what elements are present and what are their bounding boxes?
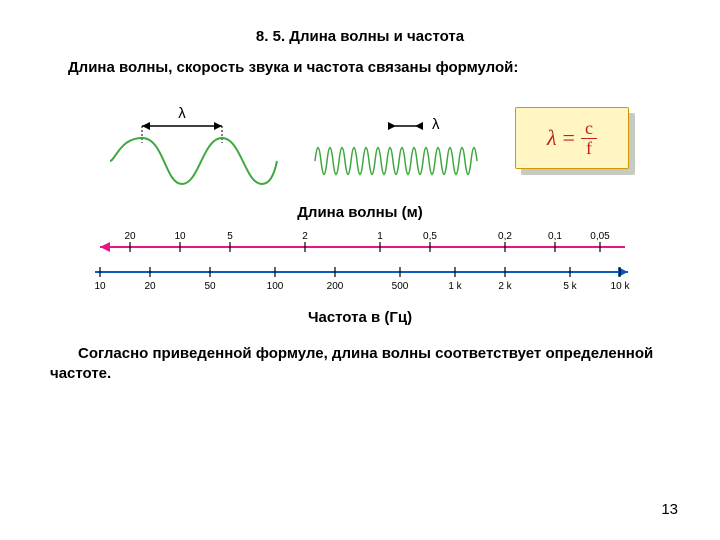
tick-label: 1 k [448,281,462,292]
dual-axis: 20 10 5 2 1 0,5 0,2 0,1 0,05 10 20 50 100 200 500 1 k 2… [80,227,640,297]
tick-label: 0,05 [590,231,610,242]
sine-low [110,136,202,186]
tick-label: 10 k [611,281,631,292]
tick-label: 10 [94,281,106,292]
tick-label: 5 k [563,281,577,292]
high-freq-wave: λ [310,96,485,186]
figure-row: λ λ λ = [50,96,670,186]
sine-curve-high [315,148,477,175]
lambda-marker-high: λ [388,116,440,133]
wavelength-axis-title: Длина волны (м) [50,204,670,221]
wavelength-ticks: 20 10 5 2 1 0,5 0,2 0,1 0,05 [124,231,610,252]
tick-label: 20 [124,231,136,242]
tick-label: 20 [144,281,156,292]
tick-label: 50 [204,281,216,292]
lambda-marker-low: λ [142,105,222,143]
sine-curve-low [110,138,277,184]
frequency-axis-title: Частота в (Гц) [50,309,670,326]
tick-label: 10 [174,231,186,242]
frequency-ticks: 10 20 50 100 200 500 1 k 2 k 5 k 10 k [94,267,630,292]
formula-denominator: f [582,139,596,158]
tick-label: 2 [302,231,308,242]
formula-lhs: λ [547,125,557,151]
tick-label: 100 [267,281,284,292]
lambda-label-high: λ [432,116,440,133]
tick-label: 200 [327,281,344,292]
intro-text: Длина волны, скорость звука и частота св… [50,59,670,76]
tick-label: 0,1 [548,231,562,242]
lambda-label-low: λ [178,105,186,122]
section-title: 8. 5. Длина волны и частота [50,28,670,45]
formula-eq: = [563,125,575,151]
tick-label: 5 [227,231,233,242]
tick-label: 1 [377,231,383,242]
arrow-right-icon [214,122,222,130]
page-number: 13 [661,501,678,518]
formula-box: λ = c f [515,107,635,175]
arrow-left-icon [142,122,150,130]
tick-label: 2 k [498,281,512,292]
formula-numerator: c [581,119,597,139]
body-paragraph: Согласно приведенной формуле, длина волн… [50,344,670,385]
tick-label: 500 [392,281,409,292]
arrow-right-icon [415,122,423,130]
formula-expression: λ = c f [547,119,597,158]
arrow-left-icon [100,242,110,252]
arrow-left-icon [388,122,396,130]
tick-label: 0,2 [498,231,512,242]
formula-content: λ = c f [515,107,629,169]
formula-fraction: c f [581,119,597,158]
low-freq-wave: λ [105,96,280,186]
tick-label: 0,5 [423,231,437,242]
body-paragraph-text: Согласно приведенной формуле, длина волн… [50,344,670,385]
page-root: 8. 5. Длина волны и частота Длина волны,… [0,0,720,540]
